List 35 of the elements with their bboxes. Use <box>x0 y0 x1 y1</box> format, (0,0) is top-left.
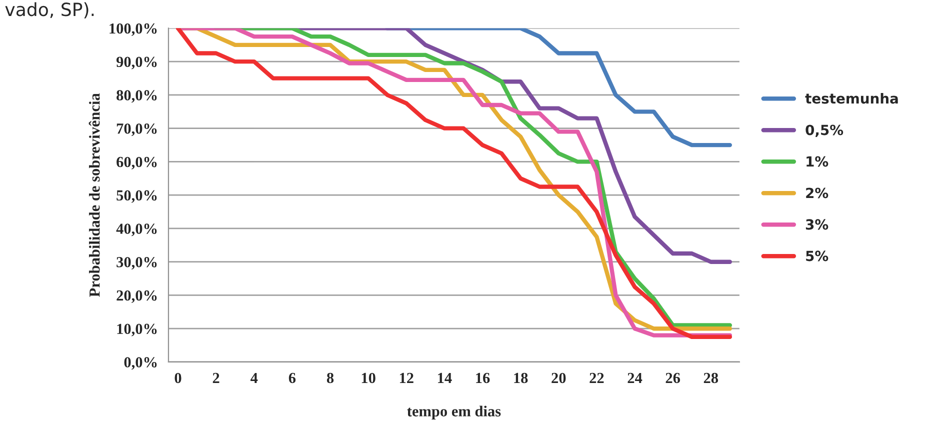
x-tick-label: 8 <box>326 372 334 384</box>
y-tick-label: 10,0% <box>117 324 157 336</box>
y-tick-label: 40,0% <box>116 224 157 236</box>
y-axis-title: Probabilidade de sobrevivência <box>88 93 100 297</box>
y-tick-label: 60,0% <box>116 156 157 170</box>
legend-label: 5% <box>806 250 828 262</box>
x-tick-label: 2 <box>212 372 220 383</box>
x-tick-label: 22 <box>590 372 604 383</box>
legend-label: testemunha <box>805 92 898 104</box>
legend-label: 1% <box>806 156 828 167</box>
x-axis-title: tempo em dias <box>407 406 501 420</box>
y-tick-label: 70,0% <box>116 123 157 136</box>
x-tick-label: 14 <box>438 372 452 383</box>
y-tick-label: 80,0% <box>116 90 157 103</box>
y-tick-label: 50,0% <box>116 190 157 203</box>
x-tick-label: 28 <box>704 372 718 384</box>
x-tick-label: 12 <box>400 372 414 383</box>
x-tick-label: 4 <box>250 372 258 383</box>
x-tick-label: 10 <box>362 372 376 384</box>
y-tick-label: 20,0% <box>116 290 157 303</box>
legend-label: 3% <box>806 219 828 230</box>
x-tick-label: 6 <box>288 372 296 384</box>
x-tick-label: 24 <box>628 372 642 383</box>
x-tick-label: 20 <box>552 372 566 384</box>
x-tick-label: 18 <box>514 372 528 384</box>
x-tick-label: 0 <box>174 372 182 384</box>
y-tick-label: 100,0% <box>110 23 157 36</box>
y-tick-label: 30,0% <box>116 256 157 270</box>
x-tick-label: 26 <box>666 372 680 384</box>
legend-label: 2% <box>806 188 828 198</box>
legend-label: 0,5% <box>806 124 844 137</box>
text: vado, SP). <box>5 2 94 18</box>
y-tick-label: 90,0% <box>116 56 157 70</box>
x-tick-label: 16 <box>476 372 490 384</box>
y-tick-label: 0,0% <box>124 357 157 370</box>
